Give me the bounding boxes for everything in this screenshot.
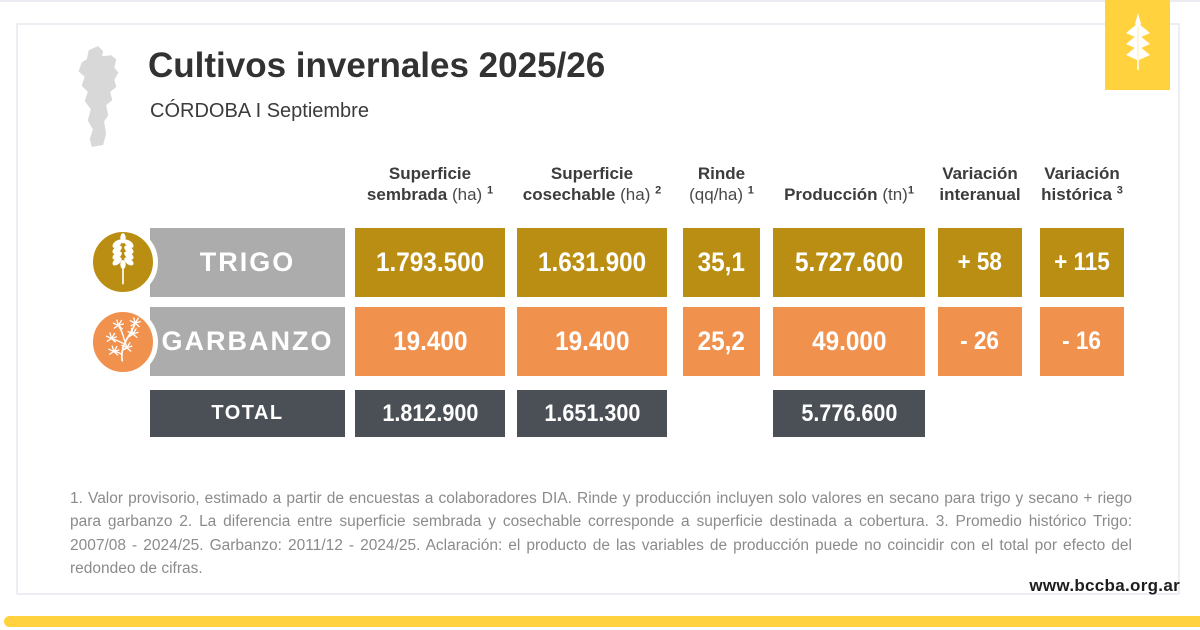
garbanzo-superficie-cosechable-cell: 19.400 — [517, 307, 667, 376]
total-superficie-cosechable-cell: 1.651.300 — [517, 390, 667, 437]
garbanzo-variacion-historica-cell: - 16 — [1040, 307, 1124, 376]
trigo-rinde-cell: 35,1 — [683, 228, 760, 297]
garbanzo-rinde-cell: 25,2 — [683, 307, 760, 376]
table-row-trigo: TRIGO 1.793.500 1.631.900 35,1 5.727.600… — [150, 228, 1124, 297]
garbanzo-produccion-cell: 49.000 — [773, 307, 925, 376]
row-label-trigo: TRIGO — [150, 228, 345, 297]
trigo-variacion-historica-cell: + 115 — [1040, 228, 1124, 297]
column-header-rinde: Rinde (qq/ha) 1 — [689, 163, 754, 205]
garbanzo-superficie-sembrada-cell: 19.400 — [355, 307, 505, 376]
column-header-superficie-cosechable: Superficie cosechable (ha) 2 — [522, 163, 662, 205]
total-produccion-cell: 5.776.600 — [773, 390, 925, 437]
table-row-total: TOTAL 1.812.900 1.651.300 5.776.600 — [150, 390, 925, 437]
table-header-row: Superficie sembrada (ha) 1 Superficie co… — [150, 158, 1124, 216]
row-label-total: TOTAL — [150, 390, 345, 437]
chickpea-plant-icon — [100, 315, 146, 370]
column-header-produccion: Producción (tn)1 — [784, 184, 914, 205]
wheat-logo-icon — [1121, 12, 1155, 79]
garbanzo-variacion-interanual-cell: - 26 — [938, 307, 1022, 376]
page-title: Cultivos invernales 2025/26 — [148, 46, 606, 85]
column-header-variacion-interanual: Variación interanual — [939, 163, 1021, 205]
row-label-garbanzo: GARBANZO — [150, 307, 345, 376]
bottom-accent-bar — [4, 616, 1200, 627]
trigo-superficie-cosechable-cell: 1.631.900 — [517, 228, 667, 297]
page-subtitle: CÓRDOBA I Septiembre — [150, 100, 369, 122]
bccba-logo-badge — [1105, 0, 1170, 90]
column-header-variacion-historica: Variación histórica 3 — [1041, 163, 1123, 205]
total-rinde-empty — [683, 390, 760, 437]
column-header-empty — [150, 206, 345, 216]
trigo-crop-badge — [88, 227, 158, 297]
website-url: www.bccba.org.ar — [1029, 576, 1180, 595]
trigo-superficie-sembrada-cell: 1.793.500 — [355, 228, 505, 297]
trigo-variacion-interanual-cell: + 58 — [938, 228, 1022, 297]
top-divider-line — [0, 0, 1200, 2]
cordoba-province-map — [64, 42, 134, 150]
garbanzo-crop-badge — [88, 307, 158, 377]
wheat-ear-icon — [104, 232, 142, 293]
trigo-produccion-cell: 5.727.600 — [773, 228, 925, 297]
column-header-superficie-sembrada: Superficie sembrada (ha) 1 — [366, 163, 494, 205]
footnote-text: 1. Valor provisorio, estimado a partir d… — [70, 490, 1132, 577]
table-row-garbanzo: GARBANZO 19.400 19.400 25,2 49.000 - 26 … — [150, 307, 1124, 376]
total-superficie-sembrada-cell: 1.812.900 — [355, 390, 505, 437]
